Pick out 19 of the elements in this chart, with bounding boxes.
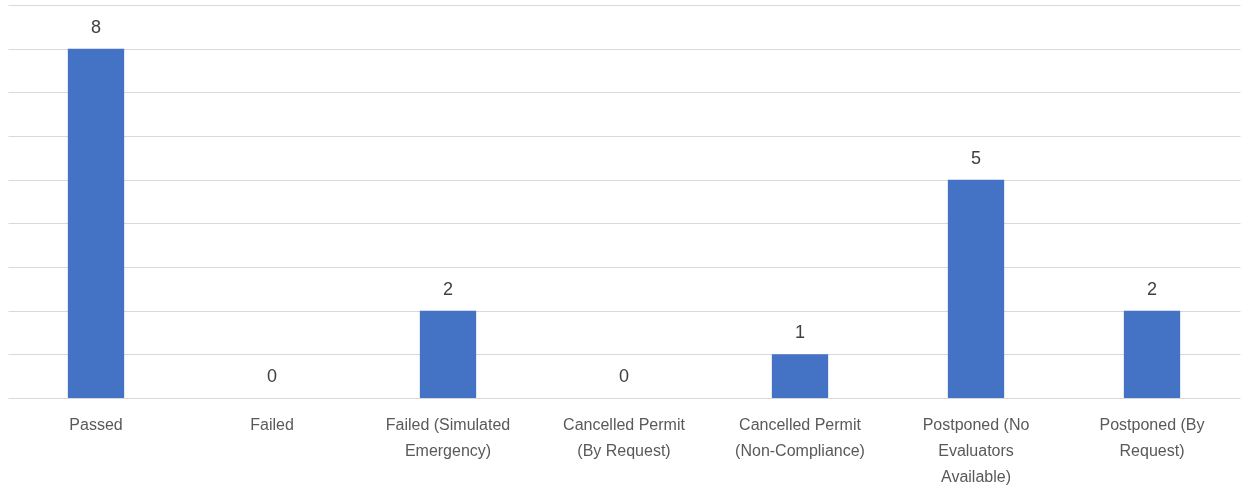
x-tick-label: Cancelled Permit (Non-Compliance) bbox=[735, 415, 865, 459]
data-label: 5 bbox=[970, 147, 982, 168]
x-tick-label: Failed (Simulated Emergency) bbox=[385, 415, 511, 459]
data-label: 0 bbox=[618, 366, 630, 386]
data-label: 2 bbox=[442, 278, 454, 299]
x-tick-label: Postponed (No Evaluators Available) bbox=[922, 415, 1030, 485]
data-label: 8 bbox=[90, 16, 102, 37]
x-tick-label: Postponed (By Request) bbox=[1099, 415, 1205, 459]
x-tick-label: Cancelled Permit (By Request) bbox=[563, 415, 686, 459]
x-tick-label: Passed bbox=[69, 415, 123, 433]
data-label: 0 bbox=[266, 366, 278, 386]
data-label: 1 bbox=[794, 322, 806, 343]
bar bbox=[419, 310, 477, 398]
bar bbox=[1123, 310, 1181, 398]
bar bbox=[67, 48, 125, 398]
bar bbox=[771, 354, 829, 398]
bar bbox=[947, 179, 1005, 398]
x-tick-label: Failed bbox=[250, 415, 294, 433]
data-label: 2 bbox=[1146, 278, 1158, 299]
